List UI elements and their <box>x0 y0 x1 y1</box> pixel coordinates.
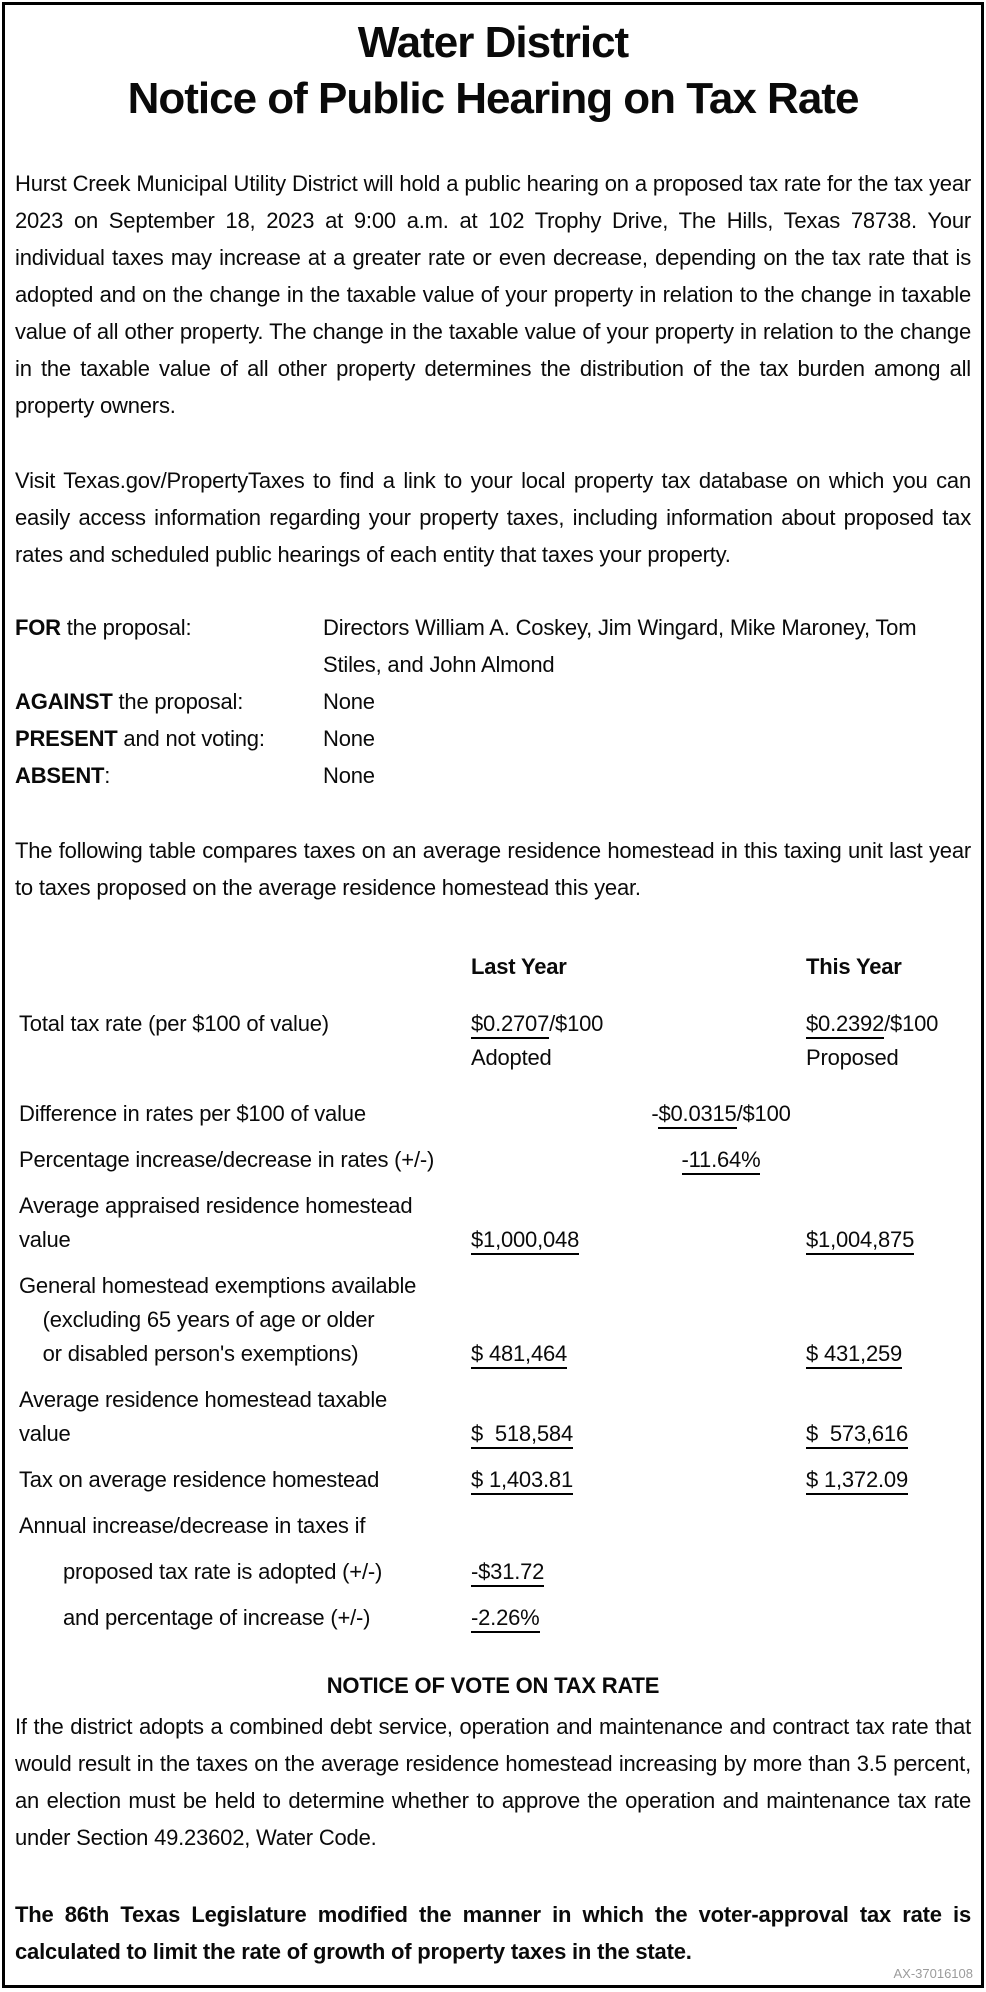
this-year-value: $ 431,259 <box>806 1337 971 1371</box>
table-row: and percentage of increase (+/-) -2.26% <box>15 1601 971 1635</box>
vote-term: FOR <box>15 615 61 640</box>
notice-title-line1: Water District <box>357 18 629 67</box>
row-label: General homestead exemptions available (… <box>19 1273 417 1366</box>
table-row: Annual increase/decrease in taxes if <box>15 1509 971 1543</box>
vote-row-label: AGAINST the proposal: <box>15 683 323 720</box>
header-spacer <box>15 948 471 985</box>
vote-term: PRESENT <box>15 726 118 751</box>
last-year-value: $1,000,048 <box>471 1223 806 1257</box>
value-underlined: $ 481,464 <box>471 1341 567 1369</box>
tax-comparison-table: Last Year This Year Total tax rate (per … <box>15 948 971 1635</box>
value-underlined: $ 1,403.81 <box>471 1467 573 1495</box>
vote-row-label: FOR the proposal: <box>15 609 323 683</box>
value-underlined: $0.2707 <box>471 1011 549 1039</box>
empty-cell <box>806 1555 971 1589</box>
table-intro-paragraph: The following table compares taxes on an… <box>15 838 971 900</box>
legislature-paragraph: The 86th Texas Legislature modified the … <box>15 1902 971 1964</box>
value-underlined: $0.2392 <box>806 1011 884 1039</box>
row-label: proposed tax rate is adopted (+/-) <box>63 1559 383 1584</box>
value-caption: Adopted <box>471 1045 552 1070</box>
vote-row-label: PRESENT and not voting: <box>15 720 323 757</box>
database-paragraph: Visit Texas.gov/PropertyTaxes to find a … <box>15 468 971 567</box>
vote-term: ABSENT <box>15 763 105 788</box>
value-suffix: /$100 <box>549 1011 604 1036</box>
table-row: Average appraised residence homestead va… <box>15 1189 971 1257</box>
table-row: Difference in rates per $100 of value -$… <box>15 1097 971 1131</box>
empty-cell <box>471 1509 806 1543</box>
value-prefix: - <box>651 1101 659 1126</box>
row-label: Total tax rate (per $100 of value) <box>19 1011 329 1036</box>
vote-term-rest: the proposal: <box>112 689 244 714</box>
value-underlined: $ 573,616 <box>806 1421 908 1449</box>
row-label: Annual increase/decrease in taxes if <box>19 1513 366 1538</box>
vote-row-value: None <box>323 763 375 788</box>
this-year-value: $ 573,616 <box>806 1417 971 1451</box>
value-underlined: $0.0315 <box>658 1101 737 1129</box>
table-row: Average residence homestead taxable valu… <box>15 1383 971 1451</box>
vote-term-rest: and not voting: <box>117 726 265 751</box>
notice-title-line2: Notice of Public Hearing on Tax Rate <box>127 74 860 123</box>
this-year-header: This Year <box>806 954 902 979</box>
last-year-value: -2.26% <box>471 1601 806 1635</box>
value-underlined: -2.26% <box>471 1605 540 1633</box>
last-year-value: $0.2707/$100 Adopted <box>471 1007 806 1075</box>
table-row: General homestead exemptions available (… <box>15 1269 971 1371</box>
notice-id: AX-37016108 <box>893 1966 973 1981</box>
vote-row-value: Directors William A. Coskey, Jim Wingard… <box>323 615 917 677</box>
last-year-value: $ 481,464 <box>471 1337 806 1371</box>
vote-term-rest: : <box>104 763 111 788</box>
vote-term-rest: the proposal: <box>60 615 192 640</box>
last-year-value: $ 1,403.81 <box>471 1463 806 1497</box>
row-label: Average residence homestead taxable valu… <box>19 1387 388 1446</box>
vote-row-value: None <box>323 689 375 714</box>
intro-paragraph: Hurst Creek Municipal Utility District w… <box>15 171 971 418</box>
value-underlined: $ 1,372.09 <box>806 1467 908 1495</box>
value-suffix: /$100 <box>884 1011 939 1036</box>
value-underlined: $ 518,584 <box>471 1421 573 1449</box>
vote-row-label: ABSENT: <box>15 757 323 794</box>
value-suffix: /$100 <box>736 1101 791 1126</box>
table-row: Total tax rate (per $100 of value) $0.27… <box>15 1007 971 1075</box>
last-year-header: Last Year <box>471 954 567 979</box>
value-underlined: $1,004,875 <box>806 1227 914 1255</box>
table-row: Percentage increase/decrease in rates (+… <box>15 1143 971 1177</box>
row-label: Percentage increase/decrease in rates (+… <box>19 1147 435 1172</box>
table-row: proposed tax rate is adopted (+/-) -$31.… <box>15 1555 971 1589</box>
difference-value: -$0.0315/$100 <box>471 1097 971 1131</box>
row-label: Tax on average residence homestead <box>19 1467 380 1492</box>
table-row: Tax on average residence homestead $ 1,4… <box>15 1463 971 1497</box>
this-year-value: $ 1,372.09 <box>806 1463 971 1497</box>
vote-row-value: None <box>323 726 375 751</box>
value-caption: Proposed <box>806 1045 899 1070</box>
vote-record-section: FOR the proposal: Directors William A. C… <box>15 609 971 794</box>
empty-cell <box>806 1509 971 1543</box>
vote-term: AGAINST <box>15 689 113 714</box>
this-year-value: $0.2392/$100 Proposed <box>806 1007 971 1075</box>
vote-notice-paragraph: If the district adopts a combined debt s… <box>15 1714 971 1850</box>
value-underlined: $1,000,048 <box>471 1227 579 1255</box>
empty-cell <box>806 1601 971 1635</box>
value-underlined: $ 431,259 <box>806 1341 902 1369</box>
row-label: Difference in rates per $100 of value <box>19 1101 366 1126</box>
value-underlined: -11.64% <box>681 1147 761 1175</box>
row-label: Average appraised residence homestead va… <box>19 1193 413 1252</box>
last-year-value: $ 518,584 <box>471 1417 806 1451</box>
table-header-row: Last Year This Year <box>15 948 971 985</box>
row-label: and percentage of increase (+/-) <box>63 1605 371 1630</box>
percentage-value: -11.64% <box>471 1143 971 1177</box>
vote-notice-heading: NOTICE OF VOTE ON TAX RATE <box>326 1673 660 1698</box>
last-year-value: -$31.72 <box>471 1555 806 1589</box>
value-underlined: -$31.72 <box>471 1559 544 1587</box>
this-year-value: $1,004,875 <box>806 1223 971 1257</box>
